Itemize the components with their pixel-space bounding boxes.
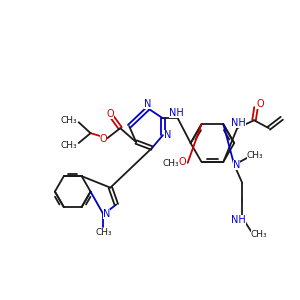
Text: CH₃: CH₃: [163, 159, 179, 168]
Text: NH: NH: [231, 118, 246, 128]
Text: N: N: [144, 99, 152, 110]
Text: NH: NH: [169, 108, 184, 118]
Text: O: O: [106, 109, 114, 119]
Text: N: N: [164, 130, 172, 140]
Text: CH₃: CH₃: [60, 140, 77, 149]
Text: NH: NH: [231, 215, 246, 225]
Text: N: N: [103, 209, 110, 219]
Text: CH₃: CH₃: [60, 116, 77, 125]
Text: N: N: [232, 160, 240, 170]
Text: CH₃: CH₃: [95, 228, 112, 237]
Text: O: O: [179, 157, 187, 167]
Text: CH₃: CH₃: [251, 230, 267, 239]
Text: O: O: [100, 134, 107, 144]
Text: CH₃: CH₃: [247, 152, 263, 160]
Text: O: O: [256, 99, 264, 110]
